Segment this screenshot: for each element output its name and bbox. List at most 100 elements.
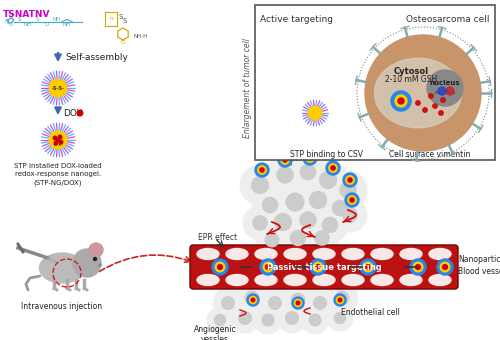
Circle shape [240, 165, 280, 205]
Circle shape [260, 259, 276, 275]
Circle shape [292, 297, 304, 309]
Circle shape [439, 111, 443, 115]
Circle shape [340, 182, 356, 198]
Circle shape [305, 221, 339, 255]
Text: Angiogenic
vessles: Angiogenic vessles [194, 325, 236, 340]
Circle shape [212, 259, 228, 275]
Circle shape [73, 249, 101, 277]
Text: O: O [45, 21, 49, 27]
Text: Blood vessel: Blood vessel [458, 267, 500, 275]
Circle shape [58, 135, 62, 139]
Circle shape [433, 104, 437, 108]
Circle shape [332, 201, 347, 216]
Ellipse shape [40, 253, 84, 283]
Circle shape [207, 307, 233, 333]
Ellipse shape [197, 249, 219, 259]
Circle shape [308, 160, 348, 200]
Text: n: n [109, 17, 113, 21]
Circle shape [253, 216, 267, 230]
Circle shape [254, 306, 282, 334]
Circle shape [410, 259, 426, 275]
Ellipse shape [429, 274, 451, 286]
Circle shape [305, 288, 335, 318]
Circle shape [309, 314, 321, 326]
Circle shape [280, 220, 316, 256]
Circle shape [427, 70, 463, 106]
Text: Active targeting: Active targeting [260, 15, 333, 24]
Circle shape [348, 196, 356, 204]
Text: S: S [119, 14, 123, 20]
Ellipse shape [342, 249, 364, 259]
Circle shape [277, 303, 307, 333]
Circle shape [365, 35, 481, 151]
Circle shape [334, 294, 346, 306]
Circle shape [54, 141, 58, 145]
Circle shape [266, 265, 270, 269]
Ellipse shape [284, 274, 306, 286]
Text: STP binding to CSV: STP binding to CSV [290, 150, 364, 159]
Circle shape [286, 312, 298, 324]
Circle shape [360, 259, 376, 275]
Circle shape [438, 87, 446, 95]
Circle shape [268, 297, 281, 309]
Circle shape [346, 176, 354, 184]
Ellipse shape [313, 249, 335, 259]
Text: N: N [4, 19, 9, 24]
Circle shape [391, 91, 411, 111]
Circle shape [345, 193, 359, 207]
Text: NH: NH [63, 21, 71, 27]
Circle shape [301, 306, 329, 334]
Text: Intravenous injection: Intravenous injection [22, 302, 102, 311]
Circle shape [260, 288, 290, 318]
Circle shape [252, 176, 268, 193]
Circle shape [215, 262, 225, 272]
Text: Endothelial cell: Endothelial cell [340, 308, 400, 317]
Circle shape [256, 224, 288, 256]
Circle shape [263, 202, 303, 242]
Text: NH: NH [53, 17, 61, 22]
Circle shape [260, 168, 264, 172]
Text: DOX: DOX [63, 108, 82, 118]
Circle shape [218, 265, 222, 269]
Circle shape [236, 282, 268, 314]
Text: NH: NH [24, 21, 32, 27]
Text: O: O [121, 39, 125, 45]
Circle shape [308, 106, 322, 120]
Ellipse shape [255, 249, 277, 259]
Ellipse shape [400, 274, 422, 286]
Circle shape [300, 165, 316, 180]
Circle shape [333, 198, 367, 232]
Text: Tumor: Tumor [277, 154, 303, 163]
Circle shape [274, 181, 316, 223]
Text: Cytosol: Cytosol [394, 67, 428, 75]
Circle shape [348, 178, 352, 182]
Ellipse shape [197, 274, 219, 286]
Circle shape [274, 214, 291, 231]
Circle shape [310, 259, 326, 275]
Circle shape [294, 300, 302, 307]
Circle shape [230, 303, 260, 333]
Circle shape [56, 138, 60, 142]
Text: 2-10 mM GSH: 2-10 mM GSH [385, 75, 437, 85]
Circle shape [312, 207, 348, 243]
Circle shape [326, 282, 358, 314]
Circle shape [247, 294, 259, 306]
Text: Self-assembly: Self-assembly [65, 52, 128, 62]
Circle shape [440, 262, 450, 272]
Circle shape [336, 296, 344, 304]
Circle shape [298, 180, 338, 220]
Circle shape [327, 305, 353, 331]
Circle shape [306, 154, 314, 162]
Circle shape [441, 98, 445, 102]
Circle shape [336, 291, 348, 305]
Circle shape [290, 154, 326, 190]
Circle shape [250, 296, 256, 304]
Circle shape [292, 293, 304, 307]
Circle shape [446, 87, 454, 95]
Ellipse shape [284, 249, 306, 259]
Circle shape [322, 218, 338, 233]
Circle shape [366, 265, 370, 269]
Circle shape [303, 151, 317, 165]
Circle shape [338, 298, 342, 302]
Circle shape [413, 262, 423, 272]
